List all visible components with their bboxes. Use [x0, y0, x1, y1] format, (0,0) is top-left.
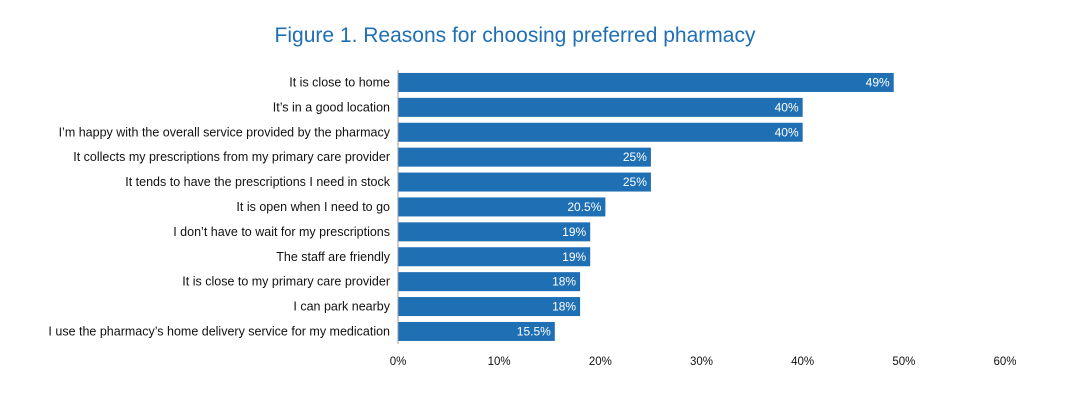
chart-title: Figure 1. Reasons for choosing preferred… — [274, 24, 756, 47]
bar-value-label: 40% — [775, 100, 799, 114]
bar — [398, 197, 606, 217]
x-tick-label: 60% — [993, 356, 1016, 368]
bar — [398, 97, 803, 117]
bar-value-label: 18% — [552, 300, 576, 314]
bar — [398, 247, 591, 267]
bar-value-label: 19% — [562, 250, 586, 264]
bar-value-label: 49% — [866, 75, 890, 89]
x-tick-label: 40% — [791, 356, 814, 368]
bar — [398, 297, 581, 317]
bar-value-label: 18% — [552, 275, 576, 289]
x-tick-label: 20% — [589, 356, 612, 368]
bar-value-label: 20.5% — [567, 200, 601, 214]
category-label: I don’t have to wait for my prescription… — [173, 225, 390, 239]
category-label: It is close to my primary care provider — [182, 275, 390, 289]
bar — [398, 147, 651, 167]
category-label: It collects my prescriptions from my pri… — [73, 150, 390, 164]
category-label: I use the pharmacy’s home delivery servi… — [48, 324, 390, 338]
category-label: The staff are friendly — [276, 250, 390, 264]
x-tick-label: 0% — [390, 356, 407, 368]
bar-value-label: 15.5% — [517, 324, 551, 338]
category-label: It’s in a good location — [273, 100, 390, 114]
bar — [398, 72, 894, 92]
category-label: I’m happy with the overall service provi… — [59, 125, 391, 139]
x-axis-ticks: 0% 10% 20% 30% 40% 50% 60% — [390, 356, 1017, 368]
bar — [398, 222, 591, 242]
bar-value-label: 25% — [623, 175, 647, 189]
x-tick-label: 30% — [690, 356, 713, 368]
bar — [398, 272, 581, 292]
category-label: It tends to have the prescriptions I nee… — [125, 175, 390, 189]
category-label: I can park nearby — [293, 300, 390, 314]
category-label: It is close to home — [289, 75, 390, 89]
bar-value-label: 19% — [562, 225, 586, 239]
bar-value-label: 25% — [623, 150, 647, 164]
bar — [398, 122, 803, 142]
bars-group: It is close to home 49% It’s in a good loc… — [48, 72, 894, 341]
bar — [398, 172, 651, 192]
bar-value-label: 40% — [775, 125, 799, 139]
category-label: It is open when I need to go — [236, 200, 390, 214]
x-tick-label: 10% — [488, 356, 511, 368]
bar — [398, 321, 555, 341]
x-tick-label: 50% — [892, 356, 915, 368]
